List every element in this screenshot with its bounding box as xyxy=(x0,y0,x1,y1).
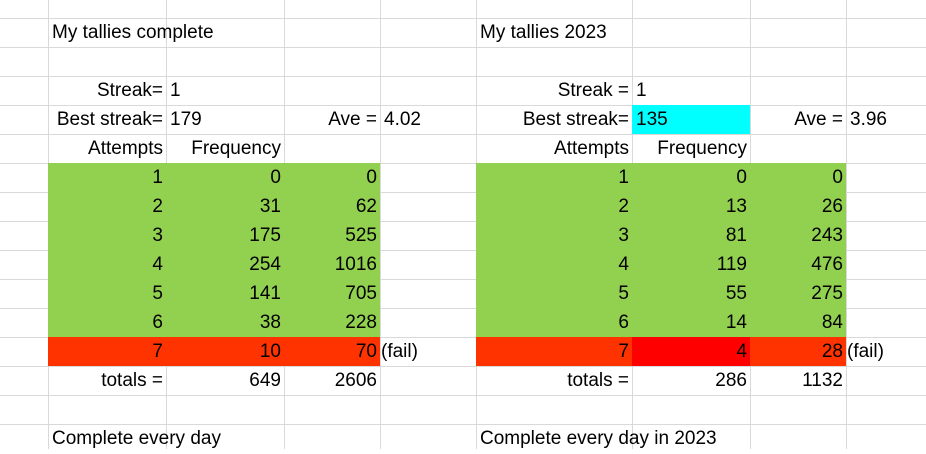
right-frequency-header[interactable]: Frequency xyxy=(657,138,747,159)
row-divider xyxy=(0,47,926,48)
row-divider xyxy=(0,105,926,106)
right-footer-text[interactable]: Complete every day in 2023 xyxy=(480,428,717,449)
right-frequency-cell[interactable]: 14 xyxy=(725,312,747,333)
right-attempts-cell[interactable]: 6 xyxy=(618,312,629,333)
right-product-cell[interactable]: 275 xyxy=(811,283,843,304)
row-divider xyxy=(0,308,926,309)
left-product-cell[interactable]: 62 xyxy=(355,196,377,217)
left-product-cell[interactable]: 70 xyxy=(355,341,377,362)
row-divider xyxy=(0,163,926,164)
left-attempts-cell[interactable]: 7 xyxy=(152,341,163,362)
left-average-label[interactable]: Ave = xyxy=(328,109,377,130)
row-divider xyxy=(0,395,926,396)
right-attempts-header[interactable]: Attempts xyxy=(554,138,629,159)
right-product-cell[interactable]: 243 xyxy=(811,225,843,246)
right-frequency-cell[interactable]: 119 xyxy=(716,254,747,275)
right-frequency-cell[interactable]: 81 xyxy=(725,225,747,246)
row-divider xyxy=(0,134,926,135)
left-attempts-cell[interactable]: 6 xyxy=(152,312,163,333)
left-frequency-cell[interactable]: 0 xyxy=(270,167,281,188)
left-totals-product[interactable]: 2606 xyxy=(334,370,377,391)
right-totals-product[interactable]: 1132 xyxy=(802,370,843,391)
left-frequency-header[interactable]: Frequency xyxy=(191,138,281,159)
right-attempts-cell[interactable]: 4 xyxy=(618,254,629,275)
right-totals-frequency[interactable]: 286 xyxy=(715,370,747,391)
row-divider xyxy=(0,250,926,251)
left-product-cell[interactable]: 228 xyxy=(345,312,377,333)
right-attempts-cell[interactable]: 7 xyxy=(618,341,629,362)
right-streak-value[interactable]: 1 xyxy=(636,80,647,101)
row-divider xyxy=(0,279,926,280)
left-attempts-cell[interactable]: 4 xyxy=(152,254,163,275)
right-totals-label[interactable]: totals = xyxy=(567,370,629,391)
right-panel-title[interactable]: My tallies 2023 xyxy=(480,22,607,43)
left-frequency-cell[interactable]: 141 xyxy=(249,283,281,304)
left-product-cell[interactable]: 705 xyxy=(345,283,377,304)
right-attempts-cell[interactable]: 1 xyxy=(618,167,629,188)
right-fail-frequency-fill xyxy=(632,337,750,366)
right-frequency-cell[interactable]: 0 xyxy=(736,167,747,188)
left-streak-label[interactable]: Streak= xyxy=(96,80,163,101)
left-product-cell[interactable]: 0 xyxy=(366,167,377,188)
left-streak-value[interactable]: 1 xyxy=(170,80,181,101)
right-product-cell[interactable]: 84 xyxy=(821,312,843,333)
right-fail-product-fill xyxy=(750,337,846,366)
right-average-label[interactable]: Ave = xyxy=(794,109,843,130)
right-product-cell[interactable]: 26 xyxy=(821,196,843,217)
left-frequency-cell[interactable]: 254 xyxy=(249,254,281,275)
left-panel-title[interactable]: My tallies complete xyxy=(52,22,214,43)
column-divider xyxy=(380,0,381,449)
row-divider xyxy=(0,76,926,77)
selected-cell-highlight xyxy=(632,105,750,134)
right-best-streak-label[interactable]: Best streak= xyxy=(522,109,629,130)
left-green-range xyxy=(48,163,380,337)
left-footer-text[interactable]: Complete every day xyxy=(52,428,221,449)
right-product-cell[interactable]: 0 xyxy=(832,167,843,188)
left-best-streak-label[interactable]: Best streak= xyxy=(56,109,163,130)
left-attempts-cell[interactable]: 5 xyxy=(152,283,163,304)
row-divider xyxy=(0,18,926,19)
row-divider xyxy=(0,366,926,367)
right-fail-attempt-fill xyxy=(476,337,632,366)
left-fail-note[interactable]: (fail) xyxy=(381,341,418,362)
left-fail-row-fill xyxy=(48,337,380,366)
left-attempts-cell[interactable]: 1 xyxy=(152,167,163,188)
left-frequency-cell[interactable]: 10 xyxy=(259,341,281,362)
left-attempts-header[interactable]: Attempts xyxy=(88,138,163,159)
row-divider xyxy=(0,192,926,193)
left-product-cell[interactable]: 1016 xyxy=(334,254,377,275)
right-attempts-cell[interactable]: 3 xyxy=(618,225,629,246)
right-best-streak-value[interactable]: 135 xyxy=(636,109,668,130)
left-best-streak-value[interactable]: 179 xyxy=(170,109,202,130)
right-frequency-cell[interactable]: 4 xyxy=(736,341,747,362)
column-divider xyxy=(846,0,847,449)
left-average-value[interactable]: 4.02 xyxy=(384,109,421,130)
left-totals-frequency[interactable]: 649 xyxy=(249,370,281,391)
row-divider xyxy=(0,337,926,338)
right-streak-label[interactable]: Streak = xyxy=(557,80,629,101)
right-product-cell[interactable]: 476 xyxy=(811,254,843,275)
right-green-range xyxy=(476,163,846,337)
left-totals-label[interactable]: totals = xyxy=(101,370,163,391)
right-frequency-cell[interactable]: 13 xyxy=(725,196,747,217)
left-frequency-cell[interactable]: 38 xyxy=(259,312,281,333)
right-fail-note[interactable]: (fail) xyxy=(847,341,884,362)
left-frequency-cell[interactable]: 31 xyxy=(259,196,281,217)
row-divider xyxy=(0,221,926,222)
right-product-cell[interactable]: 28 xyxy=(821,341,843,362)
right-attempts-cell[interactable]: 2 xyxy=(618,196,629,217)
row-divider xyxy=(0,424,926,425)
right-frequency-cell[interactable]: 55 xyxy=(725,283,747,304)
right-attempts-cell[interactable]: 5 xyxy=(618,283,629,304)
right-average-value[interactable]: 3.96 xyxy=(850,109,887,130)
left-attempts-cell[interactable]: 2 xyxy=(152,196,163,217)
left-attempts-cell[interactable]: 3 xyxy=(152,225,163,246)
left-frequency-cell[interactable]: 175 xyxy=(249,225,281,246)
left-product-cell[interactable]: 525 xyxy=(345,225,377,246)
